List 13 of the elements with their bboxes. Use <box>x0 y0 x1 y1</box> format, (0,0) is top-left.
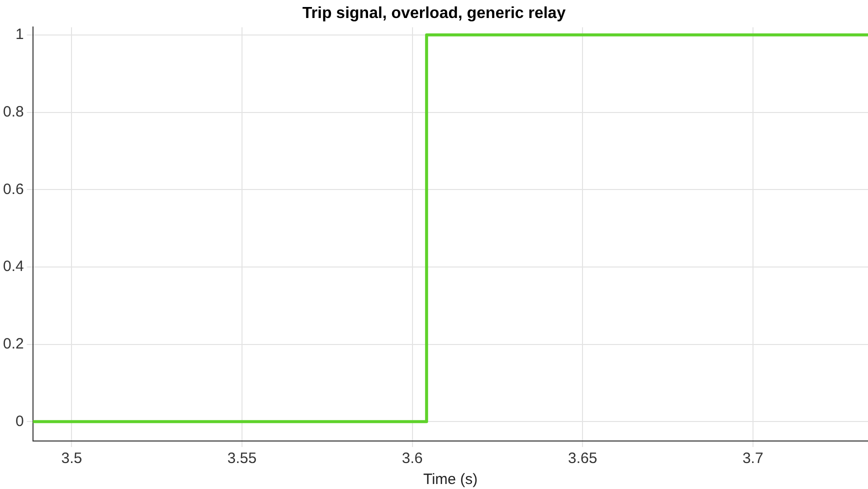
x-tick-label: 3.65 <box>568 450 598 468</box>
x-axis-title: Time (s) <box>423 471 478 488</box>
x-tick-label: 3.7 <box>742 450 764 468</box>
x-tick-label: 3.6 <box>402 450 423 468</box>
y-tick-label: 0.2 <box>2 335 24 352</box>
x-tick-label: 3.55 <box>227 450 257 468</box>
y-tick-label: 1 <box>16 26 24 44</box>
y-tick-label: 0.4 <box>2 258 24 276</box>
y-tick-label: 0 <box>16 412 24 430</box>
y-tick-label: 0.8 <box>2 103 24 120</box>
x-tick-label: 3.5 <box>61 450 82 468</box>
y-tick-label: 0.6 <box>2 180 24 198</box>
chart-title: Trip signal, overload, generic relay <box>302 5 566 22</box>
